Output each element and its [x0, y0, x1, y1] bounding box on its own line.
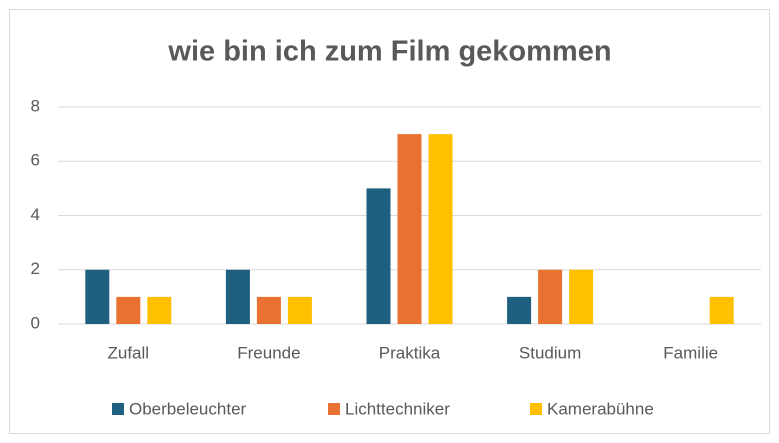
x-tick-label: Familie [663, 343, 718, 362]
x-tick-label: Studium [519, 343, 581, 362]
bar [287, 296, 312, 324]
legend-label: Oberbeleuchter [129, 399, 247, 418]
bar [709, 296, 734, 324]
bar [538, 269, 563, 324]
legend-swatch [530, 403, 542, 415]
y-tick-label: 4 [31, 205, 40, 224]
bar [397, 134, 422, 324]
y-tick-label: 8 [31, 96, 40, 115]
bar [147, 296, 172, 324]
bar [256, 296, 281, 324]
legend-swatch [328, 403, 340, 415]
bar [366, 188, 391, 324]
chart-title: wie bin ich zum Film gekommen [167, 36, 611, 68]
bar [225, 269, 250, 324]
y-tick-label: 2 [31, 259, 40, 278]
bar [85, 269, 110, 324]
legend-label: Lichttechniker [345, 399, 450, 418]
bar [507, 296, 532, 324]
bar [116, 296, 141, 324]
x-tick-label: Praktika [379, 343, 441, 362]
legend-swatch [112, 403, 124, 415]
bar [569, 269, 594, 324]
bar [428, 134, 453, 324]
x-tick-label: Zufall [108, 343, 150, 362]
y-tick-label: 0 [31, 313, 40, 332]
x-tick-label: Freunde [237, 343, 300, 362]
legend-label: Kamerabühne [547, 399, 654, 418]
y-tick-label: 6 [31, 151, 40, 170]
